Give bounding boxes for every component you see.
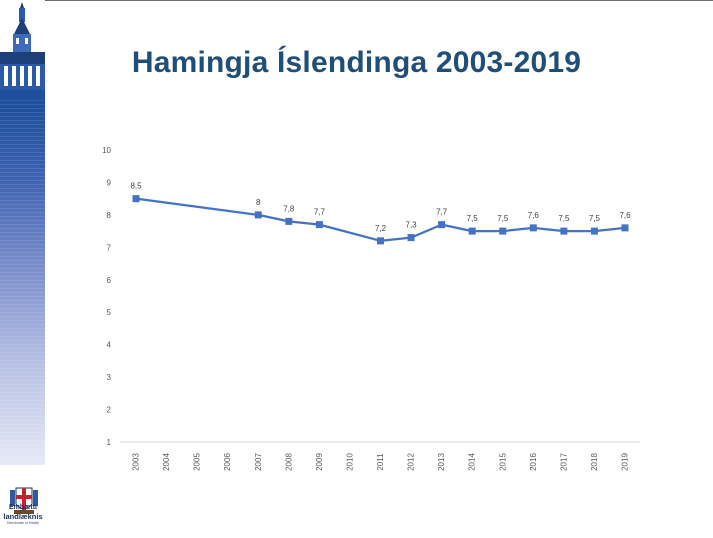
data-label: 8 — [256, 198, 261, 207]
data-point-marker — [560, 227, 568, 235]
data-label: 7,5 — [589, 214, 601, 223]
x-tick-label: 2019 — [621, 453, 630, 471]
data-label: 7,6 — [528, 211, 540, 220]
logo-text-line2: landlæknis — [3, 512, 43, 521]
data-point-marker — [254, 211, 262, 219]
data-point-marker — [377, 237, 384, 245]
data-label: 7,7 — [436, 208, 448, 217]
data-point-marker — [499, 227, 507, 235]
x-tick-label: 2006 — [223, 453, 232, 471]
x-tick-label: 2014 — [468, 453, 477, 471]
logo-text-line1: Embætti — [9, 504, 37, 511]
x-tick-label: 2005 — [193, 453, 202, 471]
y-tick-label: 2 — [107, 406, 112, 415]
data-point-marker — [438, 221, 446, 229]
data-point-marker — [590, 227, 598, 235]
data-label: 7,2 — [375, 224, 387, 233]
y-tick-label: 4 — [107, 341, 112, 350]
data-label: 8,5 — [130, 182, 142, 191]
x-tick-label: 2011 — [376, 453, 385, 471]
data-point-marker — [529, 224, 537, 232]
data-label: 7,5 — [467, 214, 479, 223]
slide-title: Hamingja Íslendinga 2003-2019 — [131, 46, 582, 79]
data-point-marker — [621, 224, 629, 232]
y-tick-label: 7 — [107, 243, 112, 252]
series-group: 8,5 8 7,8 7,7 7,2 7,3 7,7 7,5 7,5 7,6 7,5 7,5 7,6 — [130, 182, 631, 245]
building-illustration — [0, 0, 45, 100]
y-tick-label: 9 — [107, 178, 112, 187]
data-label: 7,3 — [406, 221, 418, 230]
data-point-marker — [285, 217, 293, 225]
x-tick-label: 2015 — [498, 453, 507, 471]
data-point-marker — [315, 221, 323, 229]
x-tick-label: 2010 — [345, 453, 354, 471]
x-tick-label: 2017 — [559, 453, 568, 471]
data-label: 7,8 — [283, 204, 295, 213]
x-tick-label: 2003 — [132, 453, 141, 471]
x-axis-tick-labels: 2003 2004 2005 2006 2007 2008 2009 2010 2011 2012… — [132, 453, 630, 471]
x-tick-label: 2009 — [315, 453, 324, 471]
data-label: 7,7 — [314, 208, 326, 217]
x-tick-label: 2016 — [529, 453, 538, 471]
data-point-marker — [132, 195, 140, 203]
y-tick-label: 10 — [102, 146, 111, 155]
x-tick-label: 2007 — [254, 453, 263, 471]
y-tick-label: 8 — [107, 211, 112, 220]
top-border-line — [0, 0, 713, 1]
logo-text-line3: Directorate of Health — [6, 521, 40, 525]
x-tick-label: 2008 — [284, 453, 293, 471]
data-label: 7,5 — [558, 214, 570, 223]
y-tick-label: 3 — [107, 373, 112, 382]
data-label: 7,5 — [497, 214, 509, 223]
x-tick-label: 2004 — [162, 453, 171, 471]
coat-of-arms-logo — [10, 487, 38, 514]
y-tick-label: 1 — [107, 438, 112, 447]
data-label: 7,6 — [619, 211, 631, 220]
data-point-marker — [468, 227, 476, 235]
x-tick-label: 2018 — [590, 453, 599, 471]
y-tick-label: 6 — [107, 276, 112, 285]
y-tick-label: 5 — [107, 308, 112, 317]
series-line — [134, 197, 627, 242]
y-axis-tick-labels: 1 2 3 4 5 6 7 8 9 10 — [102, 146, 111, 447]
x-tick-label: 2012 — [407, 453, 416, 471]
data-point-marker — [407, 234, 415, 242]
x-tick-label: 2013 — [437, 453, 446, 471]
